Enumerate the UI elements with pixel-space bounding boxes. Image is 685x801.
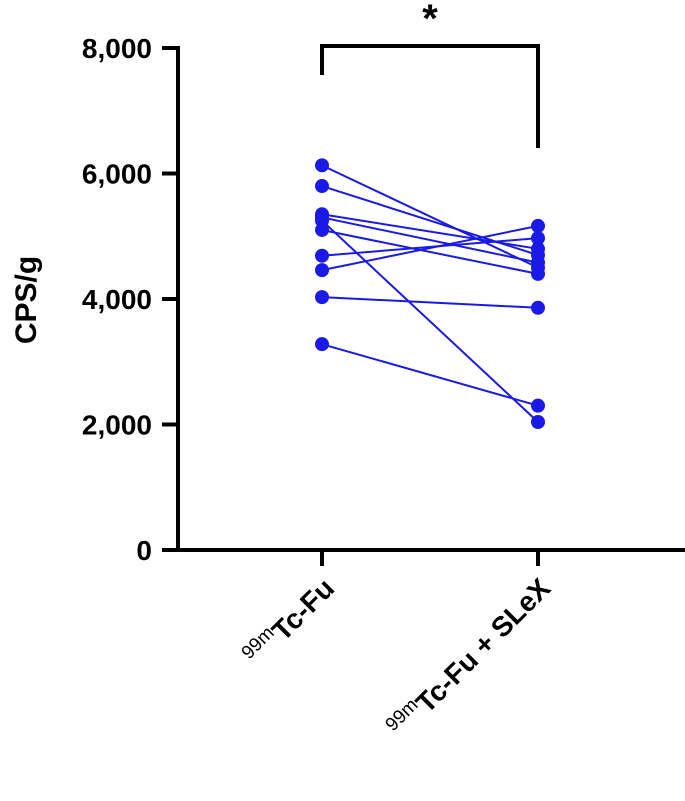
point: [315, 179, 329, 194]
y-tick-label: 2,000: [82, 410, 152, 441]
point: [531, 218, 545, 233]
significance-label: *: [422, 0, 438, 41]
point: [315, 248, 329, 263]
x-tick-label-text: Tc-Fu: [266, 572, 340, 646]
pair-line: [321, 164, 539, 269]
point: [315, 222, 329, 237]
point: [531, 255, 545, 270]
pair-line: [321, 216, 539, 264]
y-axis-title: CPS/g: [10, 256, 43, 344]
point: [531, 266, 545, 281]
point: [531, 241, 545, 256]
significance-bracket: [320, 44, 540, 148]
x-tick-label: 99mTc-Fu: [238, 570, 341, 673]
pair-line: [321, 296, 539, 309]
pair-line: [321, 343, 539, 407]
pair-line: [321, 185, 539, 257]
y-tick-label: 8,000: [82, 33, 152, 64]
y-tick-label: 4,000: [82, 284, 152, 315]
point: [531, 300, 545, 315]
point: [531, 398, 545, 413]
x-tick-label-text: Tc-Fu + SLeX: [410, 572, 557, 719]
pair-line: [321, 213, 539, 250]
y-tick-label: 0: [136, 535, 152, 566]
point: [531, 231, 545, 246]
point: [531, 414, 545, 429]
point: [315, 290, 329, 305]
point: [315, 263, 329, 278]
point: [315, 337, 329, 352]
pair-line: [321, 237, 539, 257]
pair-line: [321, 224, 539, 272]
x-tick-label: 99mTc-Fu + SLeX: [382, 570, 557, 745]
y-tick-label: 6,000: [82, 159, 152, 190]
pair-line: [321, 228, 539, 275]
pair-line: [321, 219, 539, 423]
point: [315, 158, 329, 173]
